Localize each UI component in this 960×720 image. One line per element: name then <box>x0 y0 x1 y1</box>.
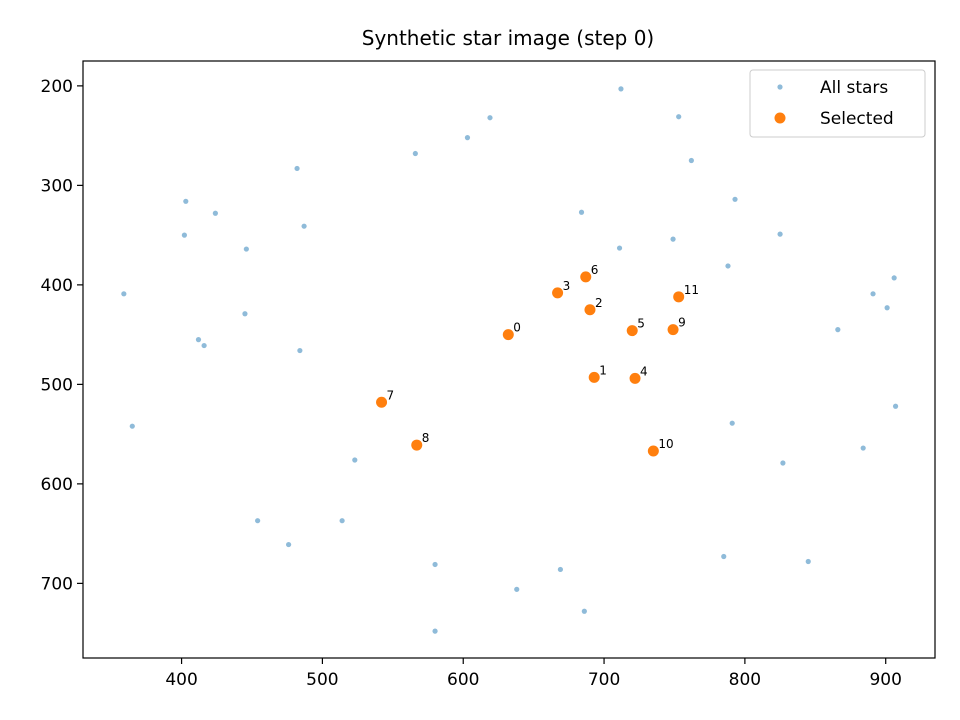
star-point <box>286 541 292 548</box>
selected-star-point <box>647 445 659 457</box>
selected-star-point <box>626 325 638 337</box>
star-point <box>487 115 493 121</box>
star-point <box>616 245 623 251</box>
star-point <box>729 420 735 426</box>
star-point <box>578 209 585 215</box>
selected-star-label: 11 <box>684 283 699 297</box>
selected-star-point <box>552 287 564 299</box>
x-tick-label: 700 <box>588 670 620 690</box>
star-point <box>676 114 682 120</box>
star-point <box>432 561 438 568</box>
legend-label-selected: Selected <box>820 109 894 129</box>
star-point <box>181 232 187 238</box>
star-point <box>870 291 876 297</box>
star-point <box>780 460 786 466</box>
selected-star-point <box>411 439 423 451</box>
x-tick-label: 600 <box>447 670 479 690</box>
star-point <box>670 236 676 242</box>
star-point <box>514 586 520 592</box>
x-tick-label: 400 <box>165 670 197 690</box>
star-point <box>432 628 438 634</box>
star-point <box>201 342 207 349</box>
selected-star-label: 1 <box>599 363 607 377</box>
axes: 400 500 600 700 800 900 200 300 400 500 600 700 <box>41 77 902 690</box>
star-point <box>212 210 218 216</box>
star-point <box>884 305 890 311</box>
legend-box <box>749 69 926 138</box>
star-point <box>891 275 897 281</box>
star-point <box>732 196 738 202</box>
star-point <box>243 246 249 252</box>
plot-area: 0 1 2 3 4 5 6 7 8 9 10 11 <box>121 86 899 634</box>
star-point <box>805 558 811 565</box>
star-point <box>242 311 248 317</box>
star-point <box>294 165 300 172</box>
star-point <box>195 337 202 343</box>
chart-title: Synthetic star image (step 0) <box>362 26 654 50</box>
y-tick-label: 500 <box>41 375 73 395</box>
selected-star-point <box>667 324 679 336</box>
star-point <box>618 86 624 92</box>
star-point <box>688 157 694 164</box>
star-point <box>352 457 358 463</box>
star-point <box>892 403 899 409</box>
star-point <box>129 423 135 429</box>
y-tick-label: 400 <box>41 276 73 296</box>
selected-star-label: 6 <box>591 263 599 277</box>
selected-star-label: 9 <box>678 316 686 330</box>
star-point <box>255 518 261 524</box>
star-point <box>581 608 587 614</box>
selected-star-label: 10 <box>658 437 673 451</box>
selected-star-point <box>580 271 592 283</box>
selected-star-label: 0 <box>513 321 521 335</box>
y-tick-label: 700 <box>41 574 73 594</box>
star-point <box>777 231 783 237</box>
selected-star-point <box>376 396 388 408</box>
star-point <box>297 347 303 354</box>
x-tick-label: 800 <box>729 670 761 690</box>
star-point <box>835 327 841 333</box>
selected-star-label: 8 <box>422 431 430 445</box>
star-point <box>121 291 127 297</box>
star-point <box>860 445 866 451</box>
x-tick-label: 500 <box>306 670 338 690</box>
legend-marker-all-stars <box>777 84 783 90</box>
y-tick-label: 200 <box>41 77 73 97</box>
y-tick-label: 600 <box>41 475 73 495</box>
selected-star-point <box>673 291 685 303</box>
selected-star-point <box>629 372 641 384</box>
star-point <box>183 198 189 204</box>
selected-star-label: 3 <box>563 279 571 293</box>
star-point <box>725 263 731 269</box>
y-tick-label: 300 <box>41 176 73 196</box>
star-point <box>339 518 345 524</box>
star-point <box>301 223 307 229</box>
x-tick-label: 900 <box>869 670 901 690</box>
selected-star-point <box>502 329 514 341</box>
selected-star-label: 5 <box>637 317 645 331</box>
star-point <box>557 566 564 573</box>
plot-frame <box>82 60 936 659</box>
selected-star-label: 7 <box>387 388 395 402</box>
selected-star-point <box>588 371 600 383</box>
star-point <box>464 135 471 141</box>
star-point <box>412 150 418 157</box>
legend: All stars Selected <box>749 69 926 138</box>
legend-label-all-stars: All stars <box>820 78 888 98</box>
selected-star-point <box>584 304 596 316</box>
selected-star-label: 2 <box>595 296 603 310</box>
legend-marker-selected <box>774 112 786 124</box>
star-point <box>721 553 727 560</box>
selected-star-label: 4 <box>640 364 648 378</box>
